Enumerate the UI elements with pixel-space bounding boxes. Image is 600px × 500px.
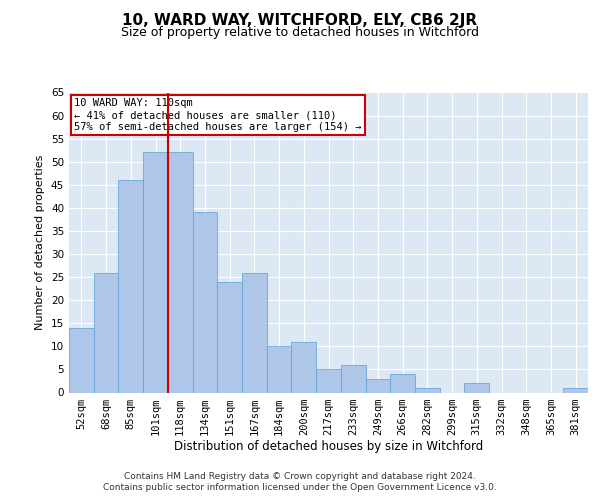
Bar bbox=[316, 370, 341, 392]
Text: 10 WARD WAY: 110sqm
← 41% of detached houses are smaller (110)
57% of semi-detac: 10 WARD WAY: 110sqm ← 41% of detached ho… bbox=[74, 98, 362, 132]
Bar bbox=[94, 272, 118, 392]
Text: Contains HM Land Registry data © Crown copyright and database right 2024.
Contai: Contains HM Land Registry data © Crown c… bbox=[103, 472, 497, 492]
Bar bbox=[217, 282, 242, 393]
Bar bbox=[563, 388, 588, 392]
X-axis label: Distribution of detached houses by size in Witchford: Distribution of detached houses by size … bbox=[174, 440, 483, 454]
Bar bbox=[292, 342, 316, 392]
Bar bbox=[267, 346, 292, 393]
Bar bbox=[365, 378, 390, 392]
Bar bbox=[118, 180, 143, 392]
Text: Size of property relative to detached houses in Witchford: Size of property relative to detached ho… bbox=[121, 26, 479, 39]
Bar bbox=[168, 152, 193, 392]
Bar bbox=[464, 384, 489, 392]
Bar bbox=[242, 272, 267, 392]
Bar bbox=[415, 388, 440, 392]
Bar bbox=[390, 374, 415, 392]
Y-axis label: Number of detached properties: Number of detached properties bbox=[35, 155, 46, 330]
Bar bbox=[193, 212, 217, 392]
Text: 10, WARD WAY, WITCHFORD, ELY, CB6 2JR: 10, WARD WAY, WITCHFORD, ELY, CB6 2JR bbox=[122, 12, 478, 28]
Bar bbox=[143, 152, 168, 392]
Bar bbox=[69, 328, 94, 392]
Bar bbox=[341, 365, 365, 392]
